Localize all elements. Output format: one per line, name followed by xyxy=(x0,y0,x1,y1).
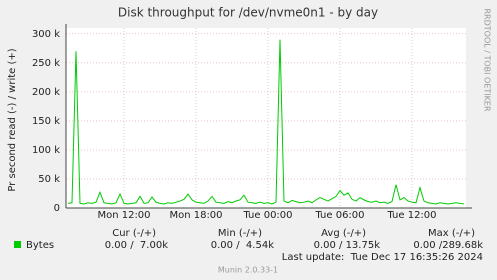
y-tick-label: 150 k xyxy=(32,116,60,127)
legend-header: Avg (-/+) xyxy=(321,228,366,239)
x-tick-label: Tue 00:00 xyxy=(242,210,292,221)
y-tick-label: 50 k xyxy=(38,174,60,185)
legend-value: 0.00 / 13.75k xyxy=(314,240,381,251)
x-tick-label: Tue 12:00 xyxy=(386,210,436,221)
legend-value: 0.00 / 7.00k xyxy=(105,240,168,251)
x-tick-label: Mon 18:00 xyxy=(169,210,222,221)
legend-swatch xyxy=(14,241,21,248)
legend-value: 0.00 /289.68k xyxy=(413,240,483,251)
legend-header: Max (-/+) xyxy=(428,228,475,239)
footer: Munin 2.0.33-1 xyxy=(218,266,278,275)
y-tick-label: 250 k xyxy=(32,58,60,69)
y-axis-label: Pr second read (-) / write (+) xyxy=(7,48,18,191)
data-line xyxy=(67,39,465,205)
plot-area xyxy=(66,28,466,208)
y-tick-label: 200 k xyxy=(32,87,60,98)
last-update: Last update: Tue Dec 17 16:35:26 2024 xyxy=(282,252,483,263)
legend-value: 0.00 / 4.54k xyxy=(211,240,274,251)
legend-header: Min (-/+) xyxy=(218,228,262,239)
side-note: RRDTOOL / TOBI OETIKER xyxy=(483,8,492,111)
y-tick-label: 300 k xyxy=(32,29,60,40)
x-tick-label: Mon 12:00 xyxy=(97,210,150,221)
x-tick-label: Tue 06:00 xyxy=(314,210,364,221)
legend-label: Bytes xyxy=(26,240,54,251)
y-tick-label: 0 xyxy=(54,203,60,214)
legend-header: Cur (-/+) xyxy=(112,228,156,239)
y-tick-label: 100 k xyxy=(32,145,60,156)
chart-title: Disk throughput for /dev/nvme0n1 - by da… xyxy=(118,6,378,20)
